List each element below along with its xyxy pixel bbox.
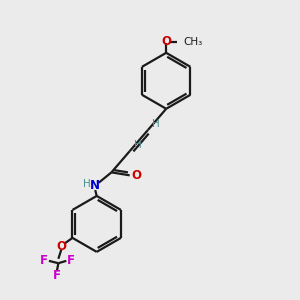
Text: F: F [67, 254, 75, 267]
Text: H: H [134, 140, 142, 150]
Text: O: O [131, 169, 141, 182]
Text: H: H [83, 179, 91, 189]
Text: F: F [40, 254, 48, 267]
Text: O: O [56, 240, 66, 253]
Text: N: N [90, 179, 100, 192]
Text: CH₃: CH₃ [183, 37, 202, 46]
Text: H: H [152, 119, 160, 129]
Text: O: O [161, 35, 171, 48]
Text: F: F [53, 269, 61, 282]
